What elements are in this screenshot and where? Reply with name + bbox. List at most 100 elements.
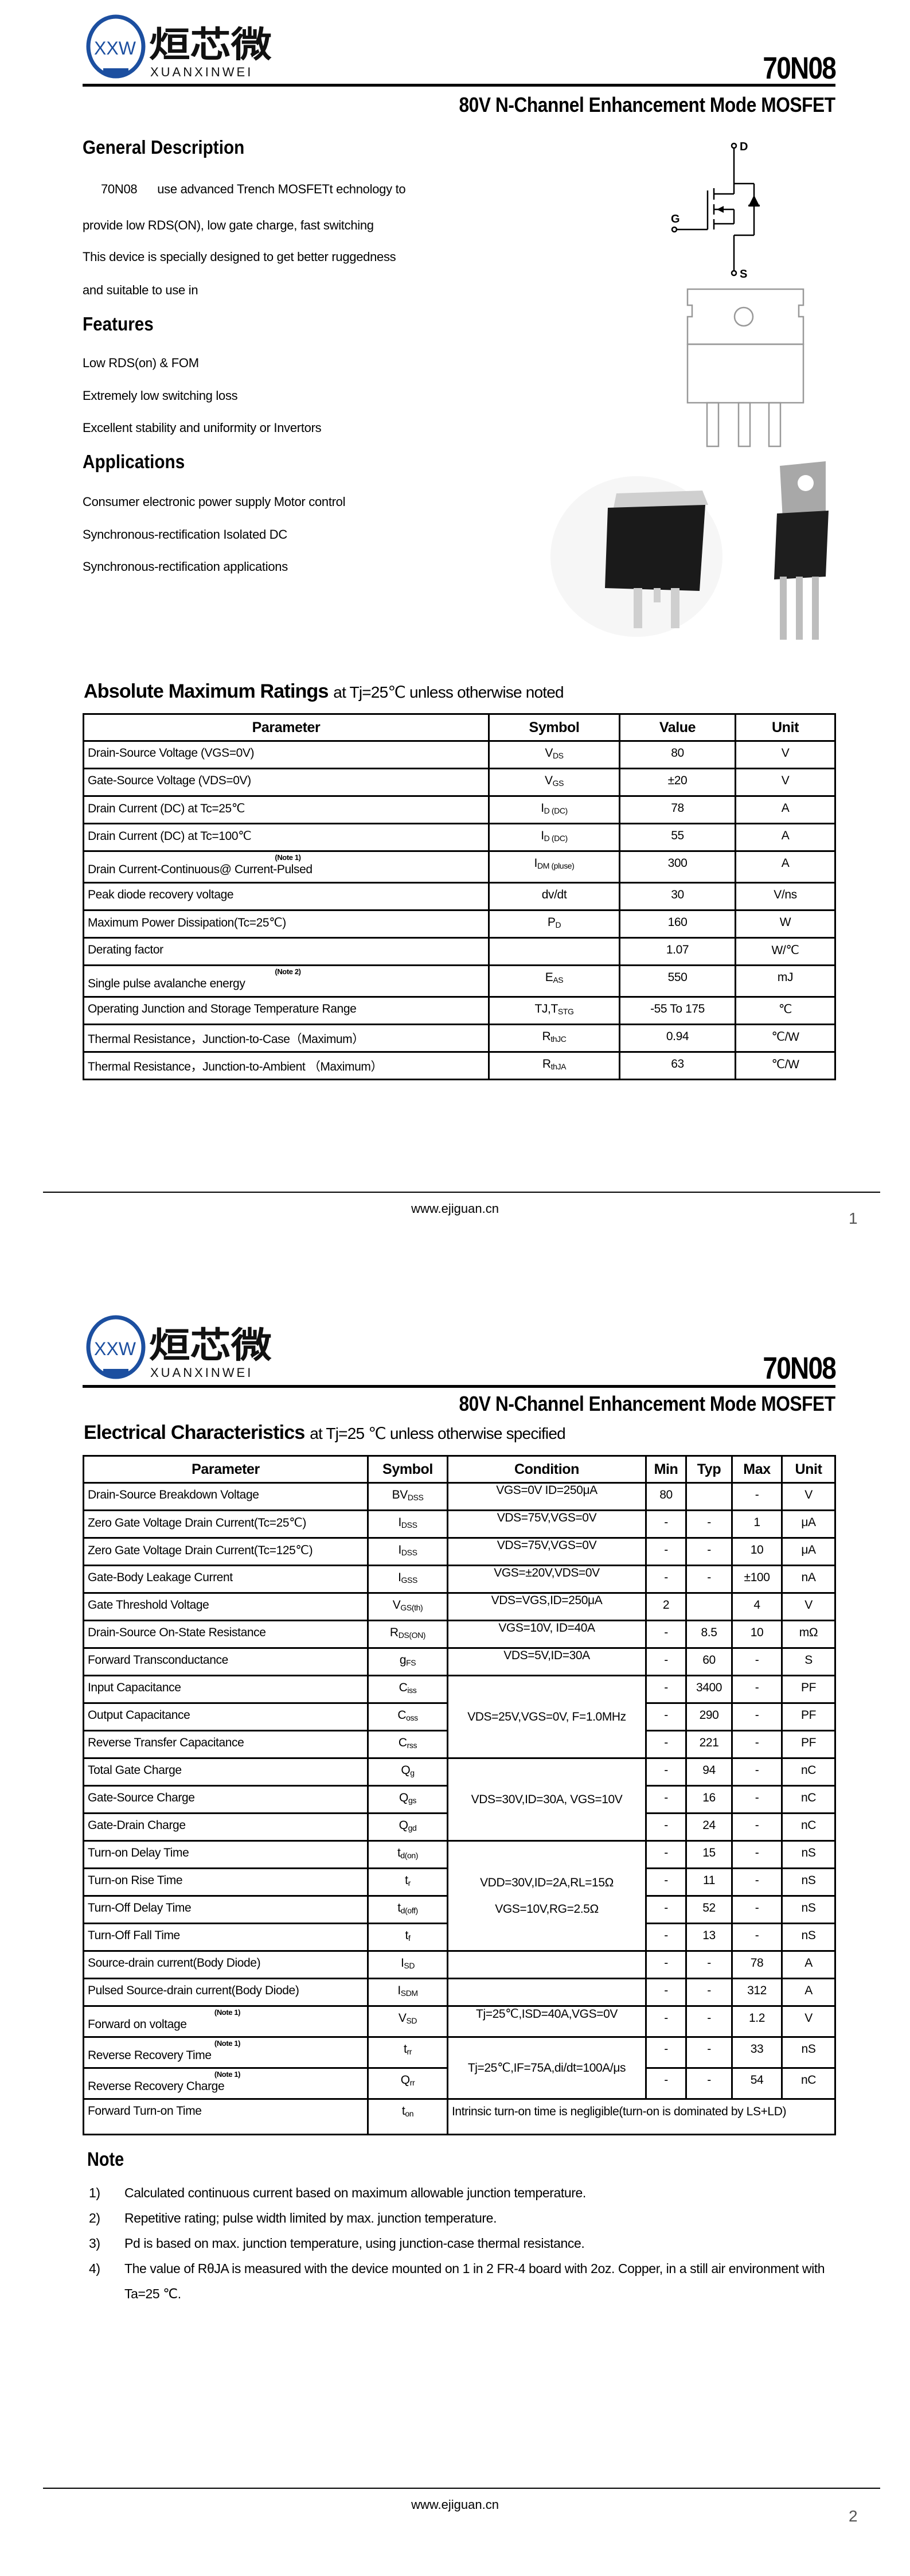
header-unit: Unit (781, 1455, 836, 1484)
table-row: Thermal Resistance，Junction-to-Case（Maxi… (83, 1024, 836, 1053)
symbol-main: t (405, 1929, 409, 1942)
table-row: Maximum Power Dissipation(Tc=25℃) PD 160 W (83, 909, 836, 939)
typ-cell: - (685, 2005, 733, 2038)
parameter-text: Gate-Drain Charge (88, 1819, 186, 1832)
typ-cell: - (685, 1537, 733, 1566)
parameter-cell: Gate Threshold Voltage (83, 1592, 369, 1621)
symbol-subscript: DS (552, 751, 564, 760)
max-cell: 10 (731, 1620, 783, 1649)
table-row: Zero Gate Voltage Drain Current(Tc=25℃) I… (83, 1509, 836, 1539)
notes-list: 1) Calculated continuous current based on… (89, 2180, 852, 2306)
brand-name-en: XUANXINWEI (150, 65, 253, 79)
parameter-cell: Drain Current (DC) at Tc=100℃ (83, 823, 490, 852)
unit-cell: V (781, 1482, 836, 1511)
symbol-main: R (542, 1030, 551, 1043)
parameter-cell: (Note 1) Reverse Recovery Charge (83, 2067, 369, 2100)
typ-cell: 221 (685, 1730, 733, 1759)
typ-cell: 13 (685, 1923, 733, 1952)
min-cell: - (645, 1675, 687, 1704)
unit-cell: mΩ (781, 1620, 836, 1649)
brand-name-cn: 烜芯微 (149, 1324, 272, 1366)
parameter-text: Input Capacitance (88, 1681, 181, 1694)
parameter-cell: Gate-Body Leakage Current (83, 1565, 369, 1594)
note-number: 2) (89, 2211, 100, 2225)
note-item: 3) Pd is based on max. junction temperatu… (89, 2231, 852, 2256)
unit-cell: W (735, 909, 836, 939)
parameter-cell: Drain-Source Voltage (VGS=0V) (83, 740, 490, 769)
min-cell: - (645, 1895, 687, 1924)
unit-cell: S (781, 1647, 836, 1676)
table-row: (Note 1) Forward on voltage VSD Tj=25℃,ISD=… (83, 2005, 836, 2038)
max-cell: 54 (731, 2067, 783, 2100)
parameter-cell: Turn-Off Fall Time (83, 1923, 369, 1952)
symbol-cell: PD (488, 909, 620, 939)
parameter-cell: Drain-Source On-State Resistance (83, 1620, 369, 1649)
parameter-text: Turn-Off Delay Time (88, 1901, 192, 1915)
min-cell: - (645, 1537, 687, 1566)
max-cell: - (731, 1482, 783, 1511)
parameter-cell: Peak diode recovery voltage (83, 882, 490, 911)
condition-cell (447, 1950, 647, 1979)
footer-url: www.ejiguan.cn (411, 2497, 499, 2512)
symbol-subscript: d(on) (400, 1851, 419, 1860)
value-cell: 30 (619, 882, 736, 911)
symbol-cell: tf (367, 1923, 448, 1952)
symbol-subscript: SDM (400, 1989, 418, 1998)
parameter-text: Gate-Source Voltage (VDS=0V) (88, 774, 251, 787)
min-cell: - (645, 1702, 687, 1731)
table-row: Turn-on Delay Time td(on) VDD=30V,ID=2A,RL… (83, 1840, 836, 1952)
symbol-cell: VGS (488, 768, 620, 797)
brand-name-cn: 烜芯微 (149, 24, 272, 65)
unit-cell: nC (781, 2067, 836, 2100)
parameter-text: Drain Current (DC) at Tc=25℃ (88, 802, 245, 815)
min-cell: - (645, 1565, 687, 1594)
parameter-cell: Forward Turn-on Time (83, 2098, 369, 2135)
table-row: Reverse Transfer Capacitance Crss -221- PF (83, 1730, 836, 1759)
note-ref: (Note 1) (214, 2039, 241, 2048)
condition-cell: VDS=25V,VGS=0V, F=1.0MHz (447, 1675, 647, 1759)
unit-cell: ℃/W (735, 1051, 836, 1080)
parameter-text: Forward on voltage (88, 2018, 187, 2031)
absolute-maximum-ratings-table: Parameter Symbol Value Unit Drain-Source Vo… (83, 713, 836, 1080)
package-photos (550, 461, 829, 640)
symbol-subscript: rr (409, 2078, 415, 2087)
symbol-main: Q (401, 1764, 411, 1777)
typ-cell: 24 (685, 1812, 733, 1842)
symbol-cell: EAS (488, 964, 620, 998)
condition-cell (447, 1978, 647, 2007)
note-ref: (Note 1) (214, 2008, 241, 2017)
symbol-subscript: SD (406, 2016, 417, 2025)
min-cell: - (645, 2036, 687, 2069)
parameter-text: Pulsed Source-drain current(Body Diode) (88, 1984, 299, 1997)
max-cell: - (731, 1675, 783, 1704)
max-cell: 1.2 (731, 2005, 783, 2038)
symbol-subscript: DSS (407, 1493, 424, 1502)
symbol-cell: RDS(ON) (367, 1620, 448, 1649)
unit-cell: PF (781, 1675, 836, 1704)
symbol-subscript: on (405, 2109, 414, 2118)
parameter-text: Gate-Source Charge (88, 1791, 195, 1804)
unit-cell: nA (781, 1565, 836, 1594)
unit-cell: V (735, 768, 836, 797)
unit-cell: A (781, 1950, 836, 1979)
page-number: 2 (849, 2507, 858, 2525)
symbol-main: BV (392, 1488, 408, 1501)
parameter-text: Operating Junction and Storage Temperatu… (88, 1002, 357, 1015)
value-cell: 1.07 (619, 937, 736, 966)
general-description-heading: General Description (83, 137, 245, 158)
parameter-text: Thermal Resistance，Junction-to-Case（Maxi… (88, 1033, 364, 1046)
unit-cell: μA (781, 1509, 836, 1539)
symbol-cell: ton (367, 2098, 448, 2135)
brand-name-en: XUANXINWEI (150, 1365, 253, 1380)
unit-cell: nC (781, 1812, 836, 1842)
symbol-subscript: oss (406, 1713, 418, 1722)
parameter-text: Maximum Power Dissipation(Tc=25℃) (88, 916, 286, 929)
unit-cell: ℃/W (735, 1024, 836, 1053)
symbol-cell: td(off) (367, 1895, 448, 1924)
symbol-subscript: D (DC) (544, 834, 568, 843)
feature-item: Excellent stability and uniformity or In… (83, 421, 322, 435)
symbol-subscript: thJC (550, 1034, 567, 1044)
symbol-subscript: FS (406, 1658, 416, 1667)
min-cell: - (645, 1785, 687, 1814)
max-cell: - (731, 1757, 783, 1787)
